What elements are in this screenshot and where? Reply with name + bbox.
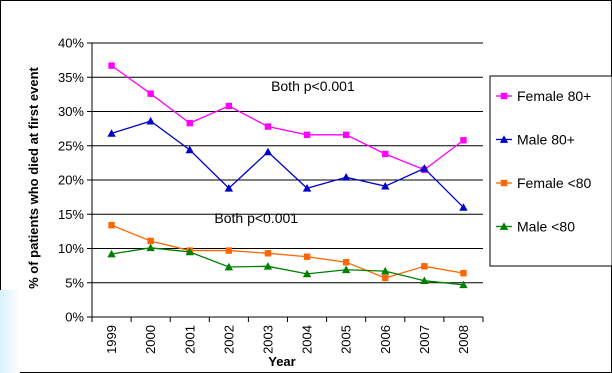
annotation-label: Both p<0.001 bbox=[271, 78, 355, 94]
decorative-accent bbox=[0, 290, 20, 373]
data-point bbox=[225, 102, 233, 110]
series-male-80 bbox=[107, 243, 468, 289]
data-point bbox=[224, 184, 234, 192]
y-tick-label: 5% bbox=[65, 275, 84, 290]
x-tick-label: 2006 bbox=[378, 325, 393, 354]
data-point bbox=[341, 265, 351, 274]
y-tick-label: 0% bbox=[65, 310, 84, 325]
series-line bbox=[111, 120, 464, 208]
data-point bbox=[108, 222, 115, 229]
data-point bbox=[500, 92, 508, 100]
data-point bbox=[382, 150, 389, 158]
data-point bbox=[185, 247, 194, 256]
x-tick-label: 2003 bbox=[260, 325, 275, 354]
data-point bbox=[420, 276, 429, 285]
legend-label: Male <80 bbox=[517, 219, 575, 235]
legend-label: Female <80 bbox=[517, 175, 592, 191]
x-tick-label: 2008 bbox=[456, 325, 471, 354]
data-point bbox=[108, 62, 115, 69]
y-tick-label: 20% bbox=[58, 173, 84, 188]
data-point bbox=[499, 222, 509, 230]
legend-box bbox=[489, 75, 612, 267]
y-axis-title: % of patients who died at first event bbox=[26, 66, 41, 288]
data-point bbox=[263, 262, 273, 270]
data-point bbox=[303, 131, 311, 138]
y-tick-label: 35% bbox=[58, 70, 84, 85]
series-male-80- bbox=[107, 116, 468, 211]
x-tick-label: 2007 bbox=[417, 325, 432, 354]
data-point bbox=[460, 137, 467, 144]
data-point bbox=[186, 119, 193, 127]
legend: Female 80+ Male 80+ Female <80 Male <80 bbox=[489, 75, 612, 267]
data-point bbox=[264, 250, 272, 257]
y-axis-ticks: 0% 5% 10% 15% 20% 25% 30% 35% 40% bbox=[58, 36, 92, 325]
legend-label: Male 80+ bbox=[517, 132, 575, 148]
data-point bbox=[382, 274, 389, 282]
data-point bbox=[147, 90, 154, 97]
y-tick-label: 40% bbox=[58, 36, 84, 51]
data-point bbox=[303, 253, 311, 260]
annotations: Both p<0.001 Both p<0.001 bbox=[214, 78, 355, 226]
x-axis-ticks: 1999 2000 2001 2002 2003 2004 2005 2006 2007 2008 bbox=[91, 317, 484, 354]
series-line bbox=[111, 65, 464, 171]
y-tick-label: 15% bbox=[58, 207, 84, 222]
data-point bbox=[381, 266, 390, 275]
data-point bbox=[263, 147, 273, 156]
data-point bbox=[459, 280, 468, 289]
x-axis-title: Year bbox=[268, 354, 295, 369]
x-tick-label: 1999 bbox=[104, 325, 119, 354]
data-point bbox=[224, 262, 234, 271]
data-point bbox=[341, 173, 351, 181]
data-point bbox=[107, 249, 116, 258]
data-point bbox=[147, 237, 154, 245]
y-tick-label: 25% bbox=[58, 138, 84, 153]
y-tick-label: 30% bbox=[58, 104, 84, 119]
y-tick-label: 10% bbox=[58, 241, 84, 256]
data-point bbox=[107, 129, 116, 137]
data-point bbox=[342, 131, 350, 138]
series-line bbox=[111, 224, 464, 279]
legend-label: Female 80+ bbox=[517, 88, 591, 104]
data-point bbox=[302, 269, 312, 278]
series-layer bbox=[107, 62, 468, 289]
data-point bbox=[460, 269, 467, 277]
data-point bbox=[185, 145, 194, 154]
x-tick-label: 2004 bbox=[300, 325, 315, 354]
x-tick-label: 2000 bbox=[143, 325, 158, 354]
data-point bbox=[499, 135, 509, 143]
data-point bbox=[146, 116, 155, 125]
data-point bbox=[342, 259, 350, 266]
data-point bbox=[421, 263, 428, 270]
data-point bbox=[459, 203, 468, 211]
x-tick-label: 2002 bbox=[221, 325, 236, 354]
data-point bbox=[500, 179, 508, 187]
data-point bbox=[302, 184, 312, 192]
annotation-label: Both p<0.001 bbox=[214, 210, 298, 226]
data-point bbox=[264, 123, 272, 130]
x-tick-label: 2005 bbox=[339, 325, 354, 354]
data-point bbox=[146, 243, 155, 252]
data-point bbox=[420, 164, 429, 172]
series-line bbox=[111, 247, 464, 286]
data-point bbox=[225, 247, 233, 254]
data-point bbox=[381, 181, 390, 190]
x-tick-label: 2001 bbox=[182, 325, 197, 354]
